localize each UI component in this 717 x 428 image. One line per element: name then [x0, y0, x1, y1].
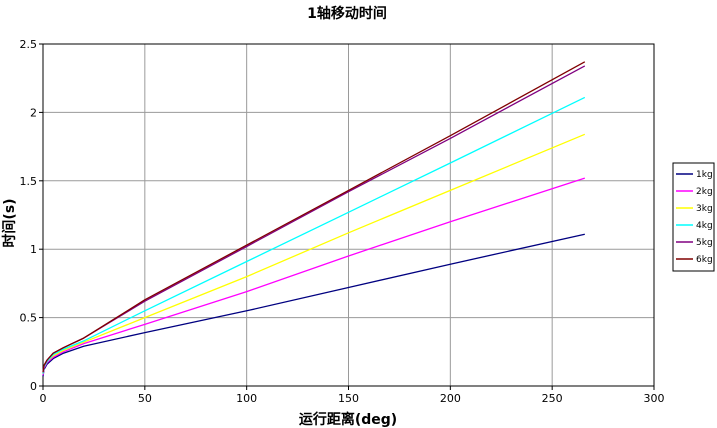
- x-tick-label: 250: [542, 392, 563, 405]
- series-lines: [42, 61, 586, 377]
- x-tick-label: 50: [138, 392, 152, 405]
- x-tick-label: 200: [440, 392, 461, 405]
- x-tick-label: 100: [236, 392, 257, 405]
- legend-label: 5kg: [696, 238, 713, 248]
- legend-label: 3kg: [696, 204, 713, 214]
- y-tick-label: 2.5: [20, 38, 38, 51]
- chart-title: 1轴移动时间: [307, 5, 387, 22]
- y-tick-label: 0: [30, 380, 37, 393]
- series-line-1kg: [42, 233, 585, 377]
- y-tick-label: 2: [30, 106, 37, 119]
- legend-label: 4kg: [696, 221, 713, 231]
- series-line-2kg: [42, 177, 586, 376]
- x-axis-title: 运行距离(deg): [299, 411, 397, 428]
- y-tick-label: 1.5: [20, 175, 38, 188]
- legend: 1kg 2kg 3kg 4kg 5kg 6kg: [672, 162, 715, 272]
- tick-labels: 0 50 100 150 200 250 300 0 0.5 1 1.5 2 2.5: [20, 38, 665, 405]
- y-tick-label: 0.5: [20, 312, 38, 325]
- legend-label: 1kg: [696, 170, 713, 180]
- legend-box: [672, 162, 715, 272]
- legend-label: 6kg: [696, 255, 713, 265]
- series-line-6kg: [42, 61, 586, 373]
- y-tick-label: 1: [30, 243, 37, 256]
- series-line-4kg: [42, 96, 586, 374]
- x-tick-label: 150: [338, 392, 359, 405]
- y-axis-title: 时间(s): [1, 198, 18, 247]
- x-tick-label: 0: [40, 392, 47, 405]
- legend-label: 2kg: [696, 187, 713, 197]
- x-tick-label: 300: [644, 392, 665, 405]
